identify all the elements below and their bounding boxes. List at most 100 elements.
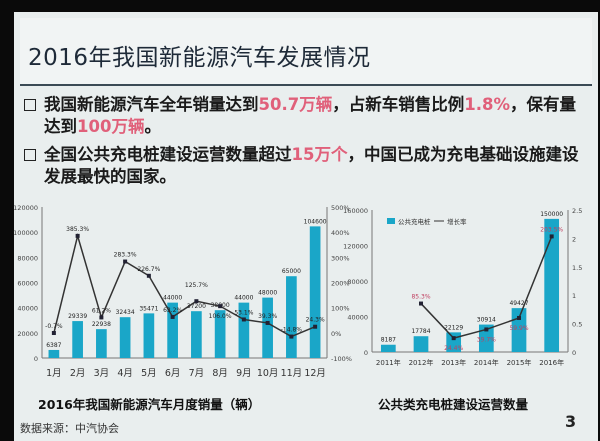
bar [96,329,107,358]
y-tick-label: 0 [364,349,368,357]
y2-tick-label: 1.5 [572,264,582,272]
legend-label: 公共充电桩 [398,217,431,226]
bar [48,349,60,358]
x-tick-label: 4月 [117,368,133,379]
text: 。 [144,117,161,136]
y2-tick-label: 500% [331,204,350,212]
y-tick-label: 120000 [13,204,38,212]
x-tick-label: 11月 [281,368,303,379]
bar-label: 35471 [139,305,158,312]
line-point [451,336,456,341]
bar [238,302,250,358]
line-label: 59.9% [509,325,528,332]
bar-label: 48000 [258,290,277,297]
line-point [419,301,423,306]
bar [191,311,202,358]
legend-label: 增长率 [447,217,467,226]
y2-tick-label: 300% [331,254,350,262]
bar-label: 150000 [540,211,563,218]
bar-label: 32434 [116,309,135,316]
line-label: -0.7% [45,323,63,330]
bar-label: 8187 [381,337,396,344]
line-point [75,233,80,238]
bar [214,310,226,358]
y-tick-label: 80000 [347,278,368,286]
line-label: 39.3% [258,313,277,320]
checkbox-bullet-icon [24,149,36,161]
line-point [170,314,175,319]
line-label: 53.1% [234,309,253,316]
bar-label: 17784 [411,328,430,335]
bar-label: 44000 [234,295,253,302]
bar [380,344,396,352]
y-tick-label: 120000 [343,243,368,251]
x-tick-label: 6月 [165,368,181,379]
x-tick-label: 8月 [212,368,228,379]
line-label: 39.7% [477,336,496,343]
y2-tick-label: 400% [331,229,350,237]
bullet-list: 我国新能源汽车全年销量达到50.7万辆，占新车销售比例1.8%，保有量达到100… [22,94,592,194]
x-tick-label: 2015年 [507,358,532,367]
line-label: 85.3% [411,294,430,301]
page-number: 3 [565,412,577,431]
line-point [484,327,489,332]
line-point [289,334,294,339]
line-point [517,315,521,320]
bar [262,297,273,358]
bullet-2: 全国公共充电桩建设运营数量超过15万个，中国已成为充电基础设施建设发展最快的国家… [22,144,592,188]
title-bar: 2016年我国新能源汽车发展情况 [20,18,592,86]
x-tick-label: 12月 [304,368,326,379]
line-label: -14.8% [281,327,303,334]
line-point [313,324,318,329]
bar [286,276,297,358]
x-tick-label: 9月 [236,368,252,379]
line-point [123,259,128,264]
y2-tick-label: 100% [331,305,350,313]
bar [72,321,83,358]
y-tick-label: 20000 [17,330,38,338]
highlight: 100万辆 [77,117,145,136]
chart-2-title: 公共类充电桩建设运营数量 [378,397,529,412]
bar [119,317,131,358]
y-tick-label: 0 [34,355,38,363]
line-label: 106.0% [209,313,232,320]
x-tick-label: 2016年 [539,358,564,367]
y2-tick-label: 0.5 [572,321,582,329]
bar-label: 6387 [46,342,61,349]
text: 我国新能源汽车全年销量达到 [44,95,259,114]
bar [309,226,321,358]
checkbox-bullet-icon [24,99,36,111]
x-tick-label: 7月 [189,368,205,379]
line-label: 203.5% [540,226,563,233]
line-point [549,234,554,239]
slide-title: 2016年我国新能源汽车发展情况 [28,45,371,71]
highlight: 1.8% [464,95,510,114]
slide: 2016年我国新能源汽车发展情况 我国新能源汽车全年销量达到50.7万辆，占新车… [14,12,598,441]
highlight: 15万个 [291,145,348,164]
text: ，占新车销售比例 [332,95,465,114]
highlight: 50.7万辆 [258,95,333,114]
line-label: 61.2% [92,307,111,314]
text: ，中国已成为充电基础设施建设发展最快的国家。 [44,145,579,186]
bar-label: 22938 [92,321,111,328]
bar-label: 49427 [509,300,528,307]
growth-line [53,232,316,338]
y2-tick-label: 2.5 [572,207,582,215]
y-tick-label: 80000 [17,254,38,262]
y-tick-label: 100000 [13,229,38,237]
line-point [146,273,151,278]
text: 全国公共充电桩建设运营数量超过 [44,145,292,164]
line-label: 24.3% [306,317,325,324]
line-point [51,331,56,336]
line-label: 63.2% [163,307,182,314]
bar [143,313,155,358]
x-tick-label: 2013年 [441,358,466,367]
line-point [241,317,246,322]
chart-1-title: 2016年我国新能源汽车月度销量（辆） [38,397,261,412]
line-point [218,304,223,309]
x-tick-label: 2014年 [474,358,499,367]
bar-label: 22129 [444,324,463,331]
line-point [99,315,104,320]
bar [413,336,429,352]
